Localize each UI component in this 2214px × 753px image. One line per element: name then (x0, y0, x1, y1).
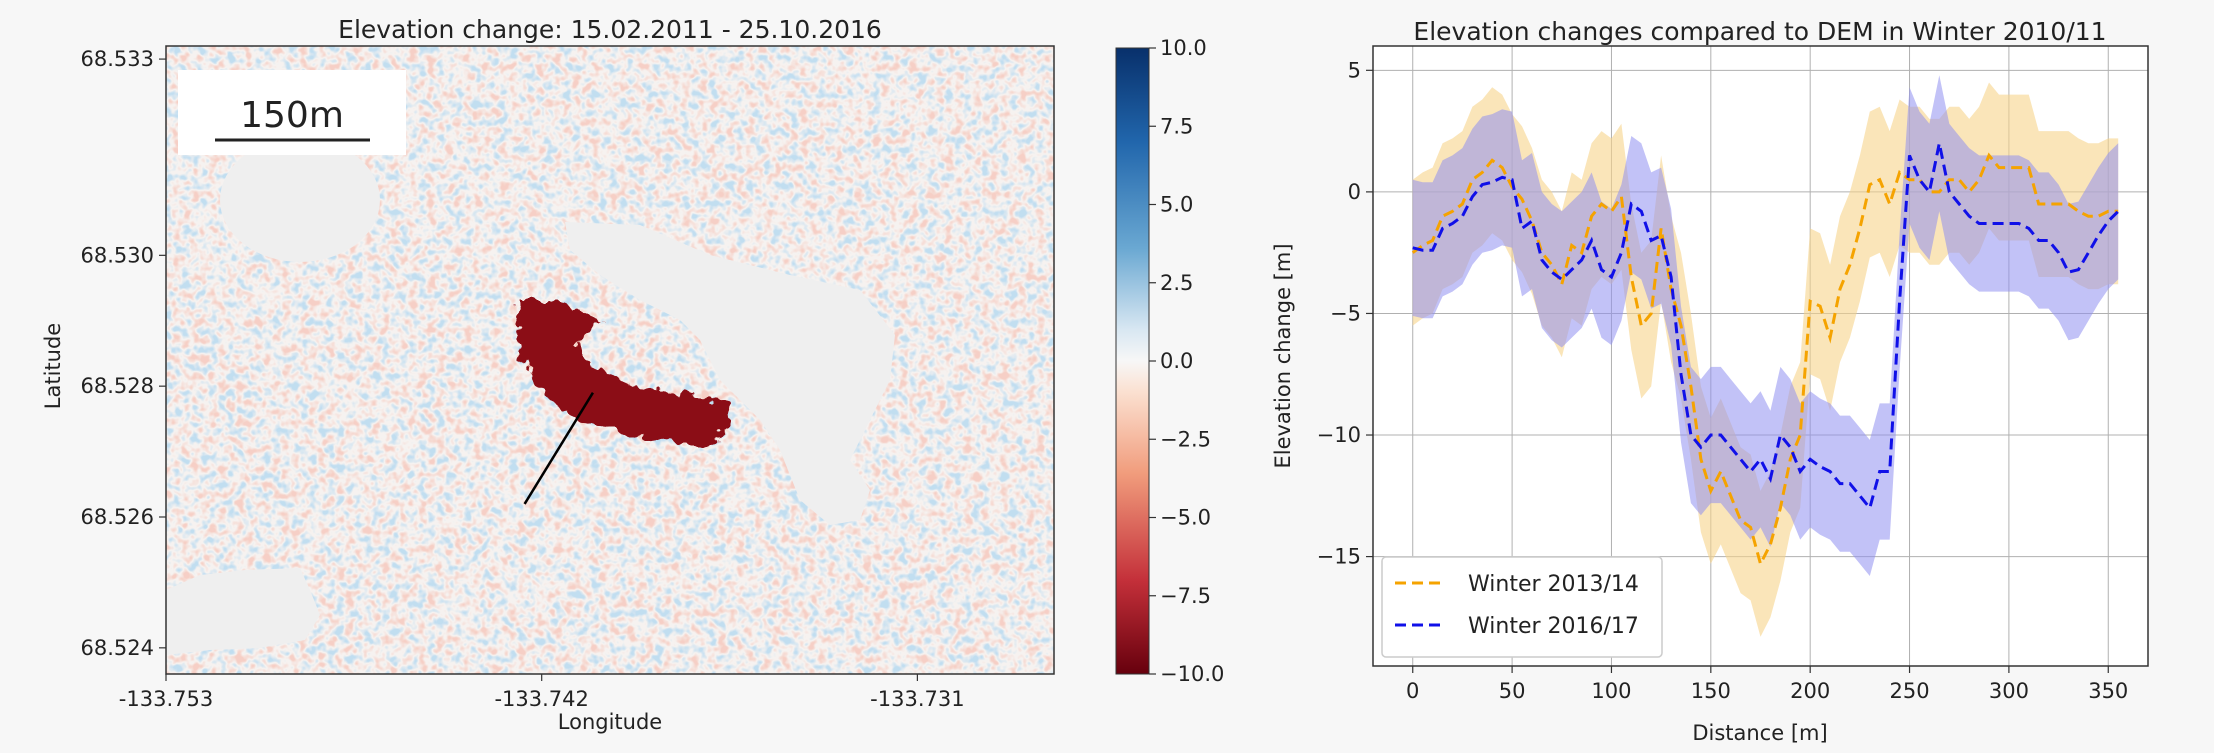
legend: Winter 2013/14 Winter 2016/17 (1381, 556, 1663, 658)
line-x-tick-label: 50 (1499, 679, 1526, 703)
line-x-tick-label: 150 (1691, 679, 1731, 703)
map-y-axis-label: Latitude (41, 323, 65, 409)
colorbar-tick-label: 5.0 (1160, 193, 1193, 217)
line-y-tick-label: 0 (1348, 180, 1361, 204)
map-frame (165, 45, 1055, 675)
subsidence-zone (515, 300, 733, 445)
scalebar-label: 150m (240, 95, 344, 136)
line-y-tick-label: −10 (1317, 423, 1361, 447)
line-x-tick-label: 0 (1406, 679, 1419, 703)
colorbar-tick-label: −5.0 (1160, 506, 1211, 530)
map-x-axis: -133.753 -133.742 -133.731 (119, 674, 965, 711)
colorbar-tick-label: 2.5 (1160, 271, 1193, 295)
line-y-tick-label: −15 (1317, 545, 1361, 569)
colorbar (1115, 47, 1150, 675)
map-x-tick-label: -133.753 (119, 687, 213, 711)
line-x-axis-label: Distance [m] (1692, 721, 1827, 745)
line-plot-frame (1372, 45, 2149, 667)
series-line-winter-2016-17 (1412, 142, 2120, 512)
map-x-tick-label: -133.731 (870, 687, 964, 711)
lake-upper-left (220, 138, 380, 262)
lake-large (565, 222, 895, 525)
line-x-tick-label: 300 (1989, 679, 2029, 703)
series-line-winter-2013-14 (1411, 152, 2119, 569)
profile-line (523, 392, 594, 505)
line-x-axis: 0 50 100 150 200 250 300 350 (1406, 666, 2128, 703)
series-band-winter-2016-17 (1412, 75, 2119, 576)
line-x-tick-label: 250 (1889, 679, 1929, 703)
line-title: Elevation changes compared to DEM in Win… (1413, 17, 2106, 46)
legend-box (1381, 556, 1663, 658)
colorbar-tick-label: 7.5 (1160, 114, 1193, 138)
map-x-tick-label: -133.742 (494, 687, 588, 711)
line-x-tick-label: 200 (1790, 679, 1830, 703)
map-plot-area: 150m (166, 46, 1054, 674)
line-x-tick-label: 100 (1591, 679, 1631, 703)
line-y-axis: 5 0 −5 −10 −15 (1317, 58, 1373, 569)
lake-lower-left (166, 568, 320, 655)
map-y-axis: 68.533 68.530 68.528 68.526 68.524 (81, 47, 166, 660)
line-y-tick-label: −5 (1330, 301, 1361, 325)
map-y-tick-label: 68.524 (81, 636, 154, 660)
map-panel: Elevation change: 15.02.2011 - 25.10.201… (41, 15, 1224, 734)
map-y-tick-label: 68.528 (81, 374, 154, 398)
legend-label-winter-2016-17: Winter 2016/17 (1468, 614, 1639, 639)
legend-label-winter-2013-14: Winter 2013/14 (1468, 572, 1639, 597)
map-title: Elevation change: 15.02.2011 - 25.10.201… (338, 15, 882, 44)
line-y-axis-label: Elevation change [m] (1271, 243, 1295, 468)
colorbar-tick-label: −10.0 (1160, 662, 1224, 686)
colorbar-tick-label: 0.0 (1160, 349, 1193, 373)
colorbar-tick-label: 10.0 (1160, 36, 1207, 60)
map-x-axis-label: Longitude (558, 710, 662, 734)
colorbar-ticks: 10.0 7.5 5.0 2.5 0.0 −2.5 −5.0 −7.5 −10.0 (1149, 36, 1224, 686)
colorbar-tick-label: −7.5 (1160, 584, 1211, 608)
line-panel: 0 50 100 150 200 250 300 350 50−5−10−15 Elevati… (1271, 17, 2149, 745)
map-y-tick-label: 68.530 (81, 243, 154, 267)
map-y-tick-label: 68.533 (81, 47, 154, 71)
colorbar-tick-label: −2.5 (1160, 427, 1211, 451)
line-y-tick-label: 5 (1348, 58, 1361, 82)
map-y-tick-label: 68.526 (81, 505, 154, 529)
line-x-tick-label: 350 (2088, 679, 2128, 703)
